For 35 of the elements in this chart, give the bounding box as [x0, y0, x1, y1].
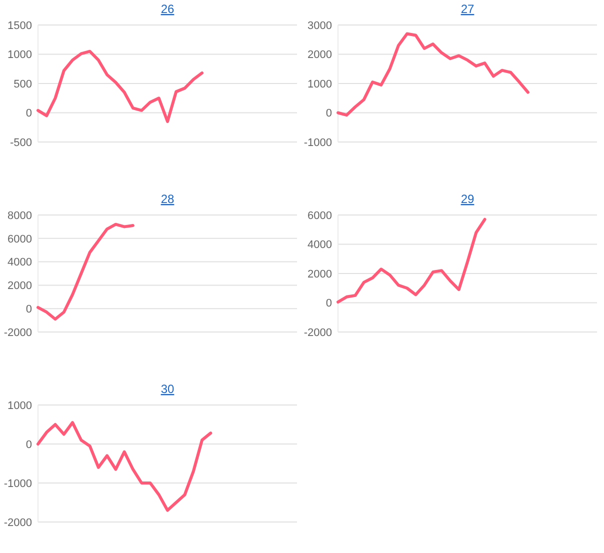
- y-tick-label: -500: [10, 136, 32, 149]
- line-series: [36, 421, 212, 512]
- y-tick-label: 6000: [308, 210, 332, 222]
- line-series: [336, 218, 486, 304]
- y-tick-label: 4000: [8, 256, 32, 269]
- y-tick-label: 0: [26, 303, 32, 316]
- y-tick-label: 0: [326, 298, 332, 310]
- y-tick-label: 3000: [308, 20, 332, 32]
- y-tick-label: -2000: [304, 326, 332, 339]
- chart-title: 26: [160, 2, 174, 16]
- y-tick-label: 0: [326, 108, 332, 120]
- y-tick-label: 2000: [308, 49, 332, 62]
- y-tick-label: 0: [26, 108, 32, 120]
- y-tick-label: 1000: [308, 78, 332, 90]
- y-tick-label: -2000: [4, 516, 32, 529]
- line-series: [336, 32, 530, 117]
- chart-title: 29: [460, 192, 474, 206]
- y-tick-label: 1000: [8, 400, 32, 412]
- y-tick-label: 6000: [8, 233, 32, 246]
- y-tick-label: 2000: [8, 280, 32, 292]
- line-series: [36, 50, 204, 124]
- chart-title: 27: [460, 2, 474, 16]
- y-tick-label: -1000: [4, 478, 32, 490]
- y-tick-label: 1500: [8, 20, 32, 32]
- y-tick-label: 1000: [8, 49, 32, 62]
- y-tick-label: 0: [26, 438, 32, 451]
- y-tick-label: -1000: [304, 136, 332, 149]
- chart-title: 28: [160, 192, 174, 206]
- line-series: [36, 222, 134, 321]
- y-tick-label: 500: [14, 78, 32, 90]
- y-tick-label: 8000: [8, 210, 32, 222]
- chart-title: 30: [160, 382, 174, 396]
- y-tick-label: 4000: [308, 239, 332, 252]
- y-tick-label: 2000: [308, 268, 332, 280]
- y-tick-label: -2000: [4, 326, 32, 339]
